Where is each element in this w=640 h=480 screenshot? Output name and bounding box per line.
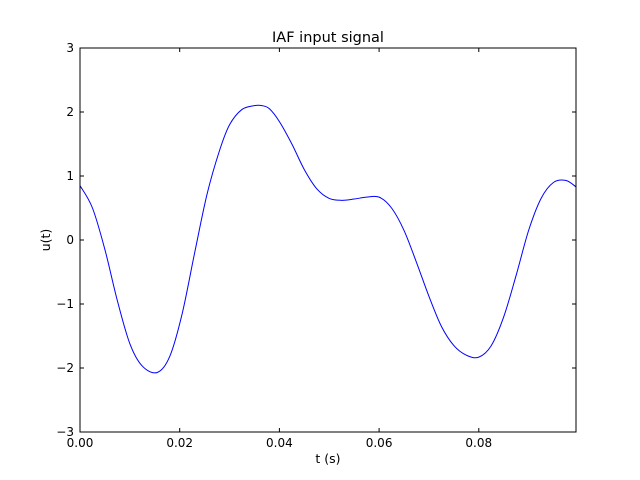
- x-axis-label: t (s): [315, 451, 340, 466]
- y-tick-label: 1: [66, 169, 74, 183]
- plot-frame: [79, 47, 577, 433]
- x-tick-label: 0.00: [67, 436, 94, 450]
- y-tick-label: −3: [56, 425, 74, 439]
- x-tick-label: 0.02: [166, 436, 193, 450]
- chart-title: IAF input signal: [272, 30, 384, 46]
- y-tick-label: −2: [56, 361, 74, 375]
- tick-labels: 0.00 0.02 0.04 0.06 0.08 −3 −2 −1 0 1 2 3: [56, 41, 492, 450]
- series-layer: [79, 104, 577, 374]
- series-line: [79, 104, 577, 374]
- x-tick-label: 0.06: [366, 436, 393, 450]
- y-tick-label: −1: [56, 297, 74, 311]
- x-tick-label: 0.08: [465, 436, 492, 450]
- y-tick-label: 3: [66, 41, 74, 55]
- y-axis-label: u(t): [38, 229, 53, 252]
- y-tick-label: 2: [66, 105, 74, 119]
- y-tick-label: 0: [66, 233, 74, 247]
- plot-area: [80, 48, 576, 432]
- x-tick-label: 0.04: [266, 436, 293, 450]
